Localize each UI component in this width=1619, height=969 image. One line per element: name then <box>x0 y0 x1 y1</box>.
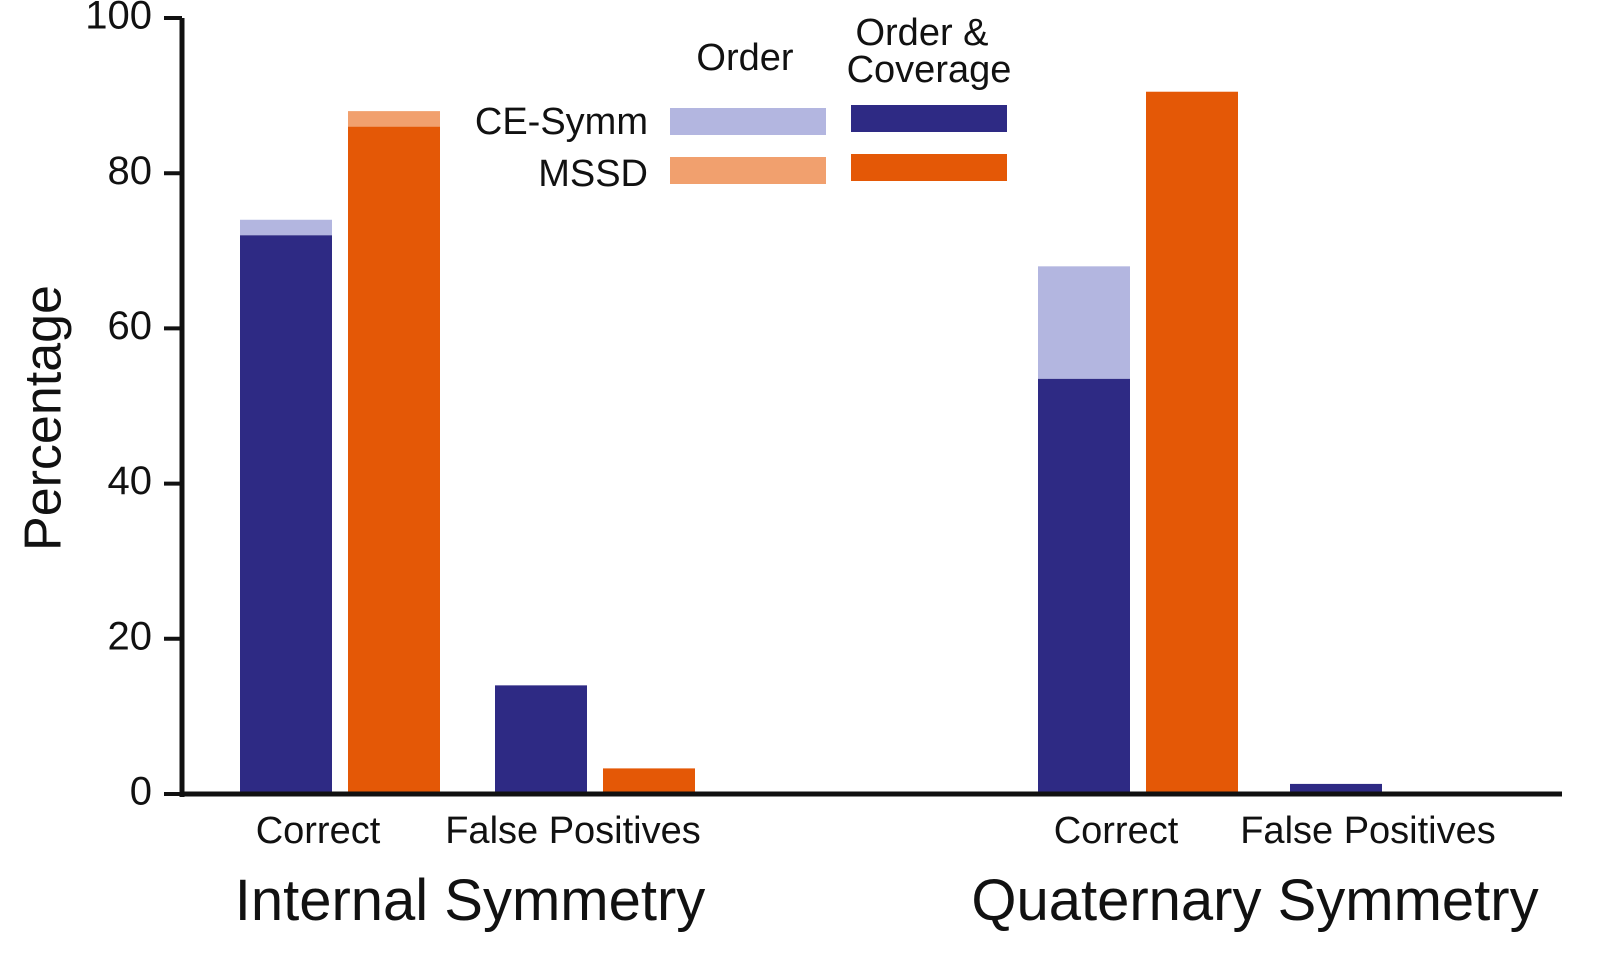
bar-mssd-order-coverage <box>603 768 695 794</box>
group-labels: Internal Symmetry Quaternary Symmetry <box>235 868 1539 933</box>
bar-ce-symm-order-coverage <box>1290 783 1382 794</box>
y-tick-label: 0 <box>130 770 152 814</box>
y-tick-label: 100 <box>85 0 152 38</box>
bars-layer <box>240 91 1382 795</box>
y-tick-label: 20 <box>108 614 153 658</box>
y-tick-label: 80 <box>108 149 153 193</box>
bar-ce-symm-order-coverage <box>495 685 587 794</box>
legend-col-order-amp: Order & <box>855 12 988 54</box>
legend-col-coverage: Coverage <box>847 49 1012 91</box>
category-label: Correct <box>256 810 381 852</box>
legend-row-cesymm: CE-Symm <box>475 101 648 143</box>
y-axis-label: Percentage <box>15 285 73 551</box>
bar-ce-symm-order <box>1038 266 1130 379</box>
category-label: False Positives <box>1240 810 1496 852</box>
y-tick-label: 60 <box>108 304 153 348</box>
y-tick-label: 40 <box>108 459 153 503</box>
legend-swatch-cesymm-coverage <box>851 105 1007 132</box>
legend-swatch-mssd-order <box>670 157 826 184</box>
legend-swatch-cesymm-order <box>670 108 826 135</box>
category-label: False Positives <box>445 810 701 852</box>
bar-ce-symm-order-coverage <box>240 235 332 794</box>
legend-col-order: Order <box>696 37 793 79</box>
bar-mssd-order-coverage <box>1146 91 1238 795</box>
group-label: Quaternary Symmetry <box>971 868 1538 933</box>
bar-mssd-order <box>348 111 440 127</box>
group-label: Internal Symmetry <box>235 868 706 933</box>
bar-ce-symm-order <box>240 219 332 236</box>
bar-ce-symm-order-coverage <box>1038 378 1130 794</box>
y-ticks: 0 20 40 60 80 100 <box>85 0 182 814</box>
legend-row-mssd: MSSD <box>538 153 648 195</box>
bar-mssd-order-coverage <box>348 126 440 794</box>
category-label: Correct <box>1054 810 1179 852</box>
legend-swatch-mssd-coverage <box>851 154 1007 181</box>
legend: Order Order & Coverage CE-Symm MSSD <box>475 12 1011 195</box>
category-labels: Correct False Positives Correct False Posit… <box>256 810 1496 852</box>
